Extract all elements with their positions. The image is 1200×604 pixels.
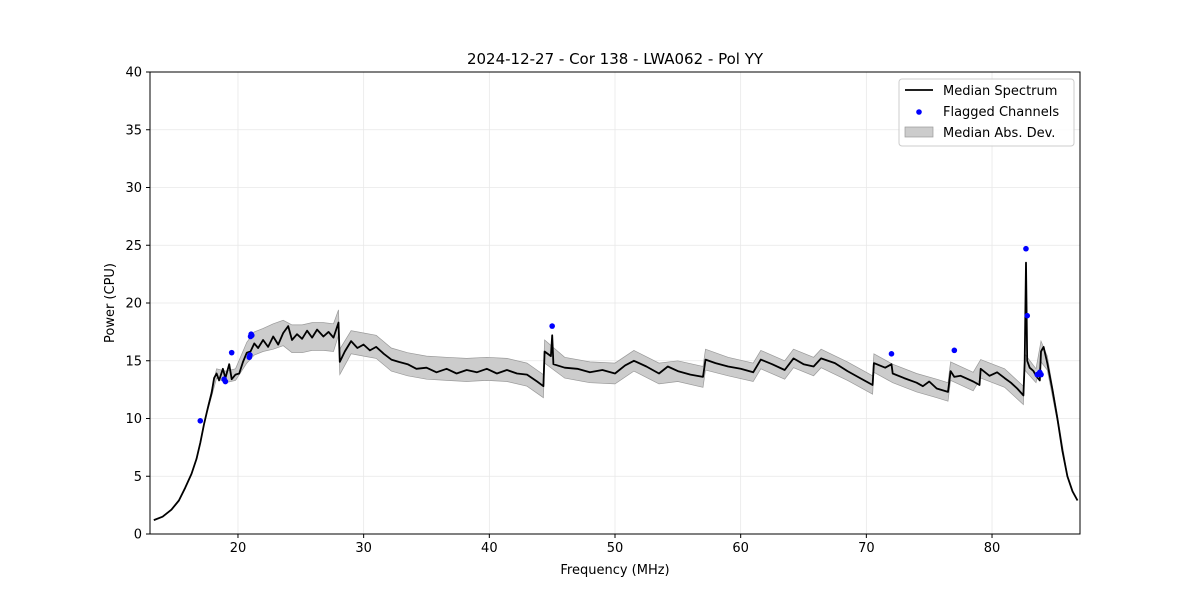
flagged-channel-point <box>1038 371 1044 378</box>
y-tick-label: 35 <box>125 123 142 138</box>
y-tick-label: 40 <box>125 66 142 81</box>
x-tick-label: 70 <box>858 541 875 556</box>
flagged-channel-point <box>951 347 958 354</box>
flagged-channel-point <box>247 352 253 358</box>
x-tick-label: 50 <box>607 541 624 556</box>
x-axis-label: Frequency (MHz) <box>560 563 669 578</box>
flagged-channel-point <box>888 351 895 357</box>
flagged-channel-point <box>549 323 555 329</box>
flagged-channel-point <box>1023 245 1029 252</box>
y-tick-label: 5 <box>134 470 142 485</box>
legend-label: Median Spectrum <box>943 84 1057 99</box>
x-tick-label: 80 <box>984 541 1001 556</box>
flagged-channel-point <box>248 332 255 339</box>
x-tick-label: 40 <box>481 541 498 556</box>
chart-title: 2024-12-27 - Cor 138 - LWA062 - Pol YY <box>467 50 764 68</box>
y-tick-label: 30 <box>125 181 142 196</box>
y-tick-label: 25 <box>125 239 142 254</box>
legend-marker-swatch <box>916 109 922 115</box>
y-tick-label: 10 <box>125 412 142 427</box>
flagged-channel-point <box>222 378 229 385</box>
y-tick-label: 0 <box>134 528 142 543</box>
axes: 20 30 40 50 60 70 80 0 5 10 15 20 25 30 35 40 <box>125 66 1081 556</box>
y-tick-label: 20 <box>125 297 142 312</box>
legend-label: Median Abs. Dev. <box>943 126 1055 141</box>
flagged-channel-point <box>197 418 204 424</box>
legend-box <box>898 78 1075 147</box>
y-axis-label: Power (CPU) <box>103 263 118 343</box>
flagged-channel-point <box>228 349 235 356</box>
flagged-channels <box>197 245 1044 424</box>
y-tick-label: 15 <box>125 354 142 369</box>
legend-band-swatch <box>904 126 934 138</box>
x-tick-label: 30 <box>355 541 372 556</box>
flagged-channel-point <box>1024 312 1031 319</box>
legend: Median Spectrum Flagged Channels Median Ab… <box>898 78 1075 147</box>
series-line-0 <box>153 261 1079 521</box>
x-tick-label: 60 <box>732 541 749 556</box>
x-tick-label: 20 <box>230 541 247 556</box>
median-spectrum-line <box>153 261 1079 521</box>
legend-label: Flagged Channels <box>943 105 1059 120</box>
